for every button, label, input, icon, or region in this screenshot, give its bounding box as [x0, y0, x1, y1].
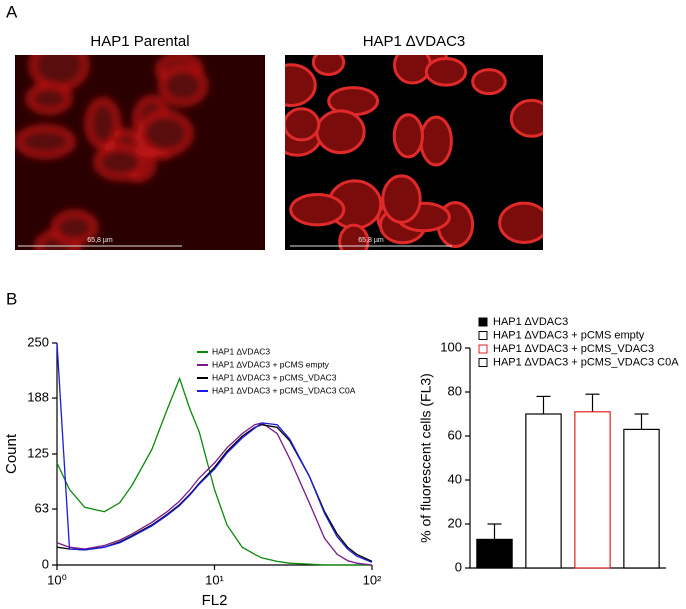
x-tick-label: 10¹: [205, 572, 224, 587]
legend-swatch: [478, 358, 488, 367]
series-line: [56, 376, 372, 566]
cell: [85, 98, 121, 149]
cell: [471, 68, 507, 96]
bar: [623, 428, 660, 569]
cell: [289, 193, 346, 227]
image-title: HAP1 Parental: [90, 33, 189, 50]
legend-label: HAP1 ∆VDAC3 + pCMS empty: [493, 329, 645, 341]
cell: [285, 107, 321, 142]
y-tick-label: 188: [27, 389, 49, 404]
y-tick-label: 0: [42, 556, 49, 571]
cell: [29, 55, 89, 91]
cell: [52, 210, 98, 245]
legend-label: HAP1 ∆VDAC3: [212, 346, 270, 356]
y-axis-title: % of fluorescent cells (FL3): [418, 373, 434, 543]
legend-label: HAP1 ∆VDAC3 + pCMS_VDAC3: [493, 343, 654, 355]
legend-label: HAP1 ∆VDAC3 + pCMS empty: [212, 359, 330, 369]
cell: [509, 98, 543, 138]
y-tick-label: 20: [448, 515, 462, 530]
cell: [424, 57, 468, 87]
series-line: [56, 342, 373, 563]
y-tick-label: 40: [448, 471, 462, 486]
series-line: [56, 424, 373, 562]
bar: [525, 413, 562, 569]
scale-label: 65,8 µm: [358, 237, 384, 244]
legend-swatch: [478, 344, 488, 354]
cell: [338, 223, 370, 250]
cell: [139, 111, 193, 156]
legend-swatch: [478, 331, 488, 340]
legend-swatch: [478, 317, 488, 327]
cell: [94, 144, 146, 180]
cell: [285, 63, 317, 107]
cell: [393, 55, 432, 85]
cell: [311, 55, 346, 77]
x-tick-label: 10²: [363, 572, 382, 587]
scale-label: 65,8 µm: [87, 237, 113, 244]
y-tick-label: 60: [448, 427, 462, 442]
cell: [392, 113, 424, 159]
panel-label: B: [6, 289, 17, 308]
bar: [574, 411, 611, 569]
y-axis-title: Count: [3, 433, 20, 474]
y-tick-label: 250: [27, 334, 49, 349]
y-tick-label: 100: [440, 339, 462, 354]
legend-label: HAP1 ∆VDAC3 + pCMS_VDAC3: [212, 372, 337, 382]
legend-label: HAP1 ∆VDAC3 + pCMS_VDAC3 C0A: [212, 385, 356, 395]
cell: [15, 125, 75, 158]
x-tick-label: 10⁰: [47, 572, 67, 587]
series-line: [56, 422, 373, 566]
cell: [315, 109, 366, 155]
cell: [26, 83, 72, 114]
cell: [381, 174, 422, 224]
y-tick-label: 63: [35, 500, 49, 515]
y-tick-label: 125: [27, 445, 49, 460]
y-tick-label: 80: [448, 383, 462, 398]
y-tick-label: 0: [455, 559, 462, 574]
bar: [476, 538, 513, 569]
legend-label: HAP1 ∆VDAC3 + pCMS_VDAC3 C0A: [493, 356, 679, 368]
cell: [498, 201, 543, 244]
panel-label: A: [6, 2, 18, 21]
image-title: HAP1 ∆VDAC3: [363, 33, 466, 50]
cell: [419, 115, 453, 167]
legend-label: HAP1 ∆VDAC3: [493, 316, 568, 328]
x-axis-title: FL2: [202, 592, 228, 609]
cell: [159, 65, 207, 106]
